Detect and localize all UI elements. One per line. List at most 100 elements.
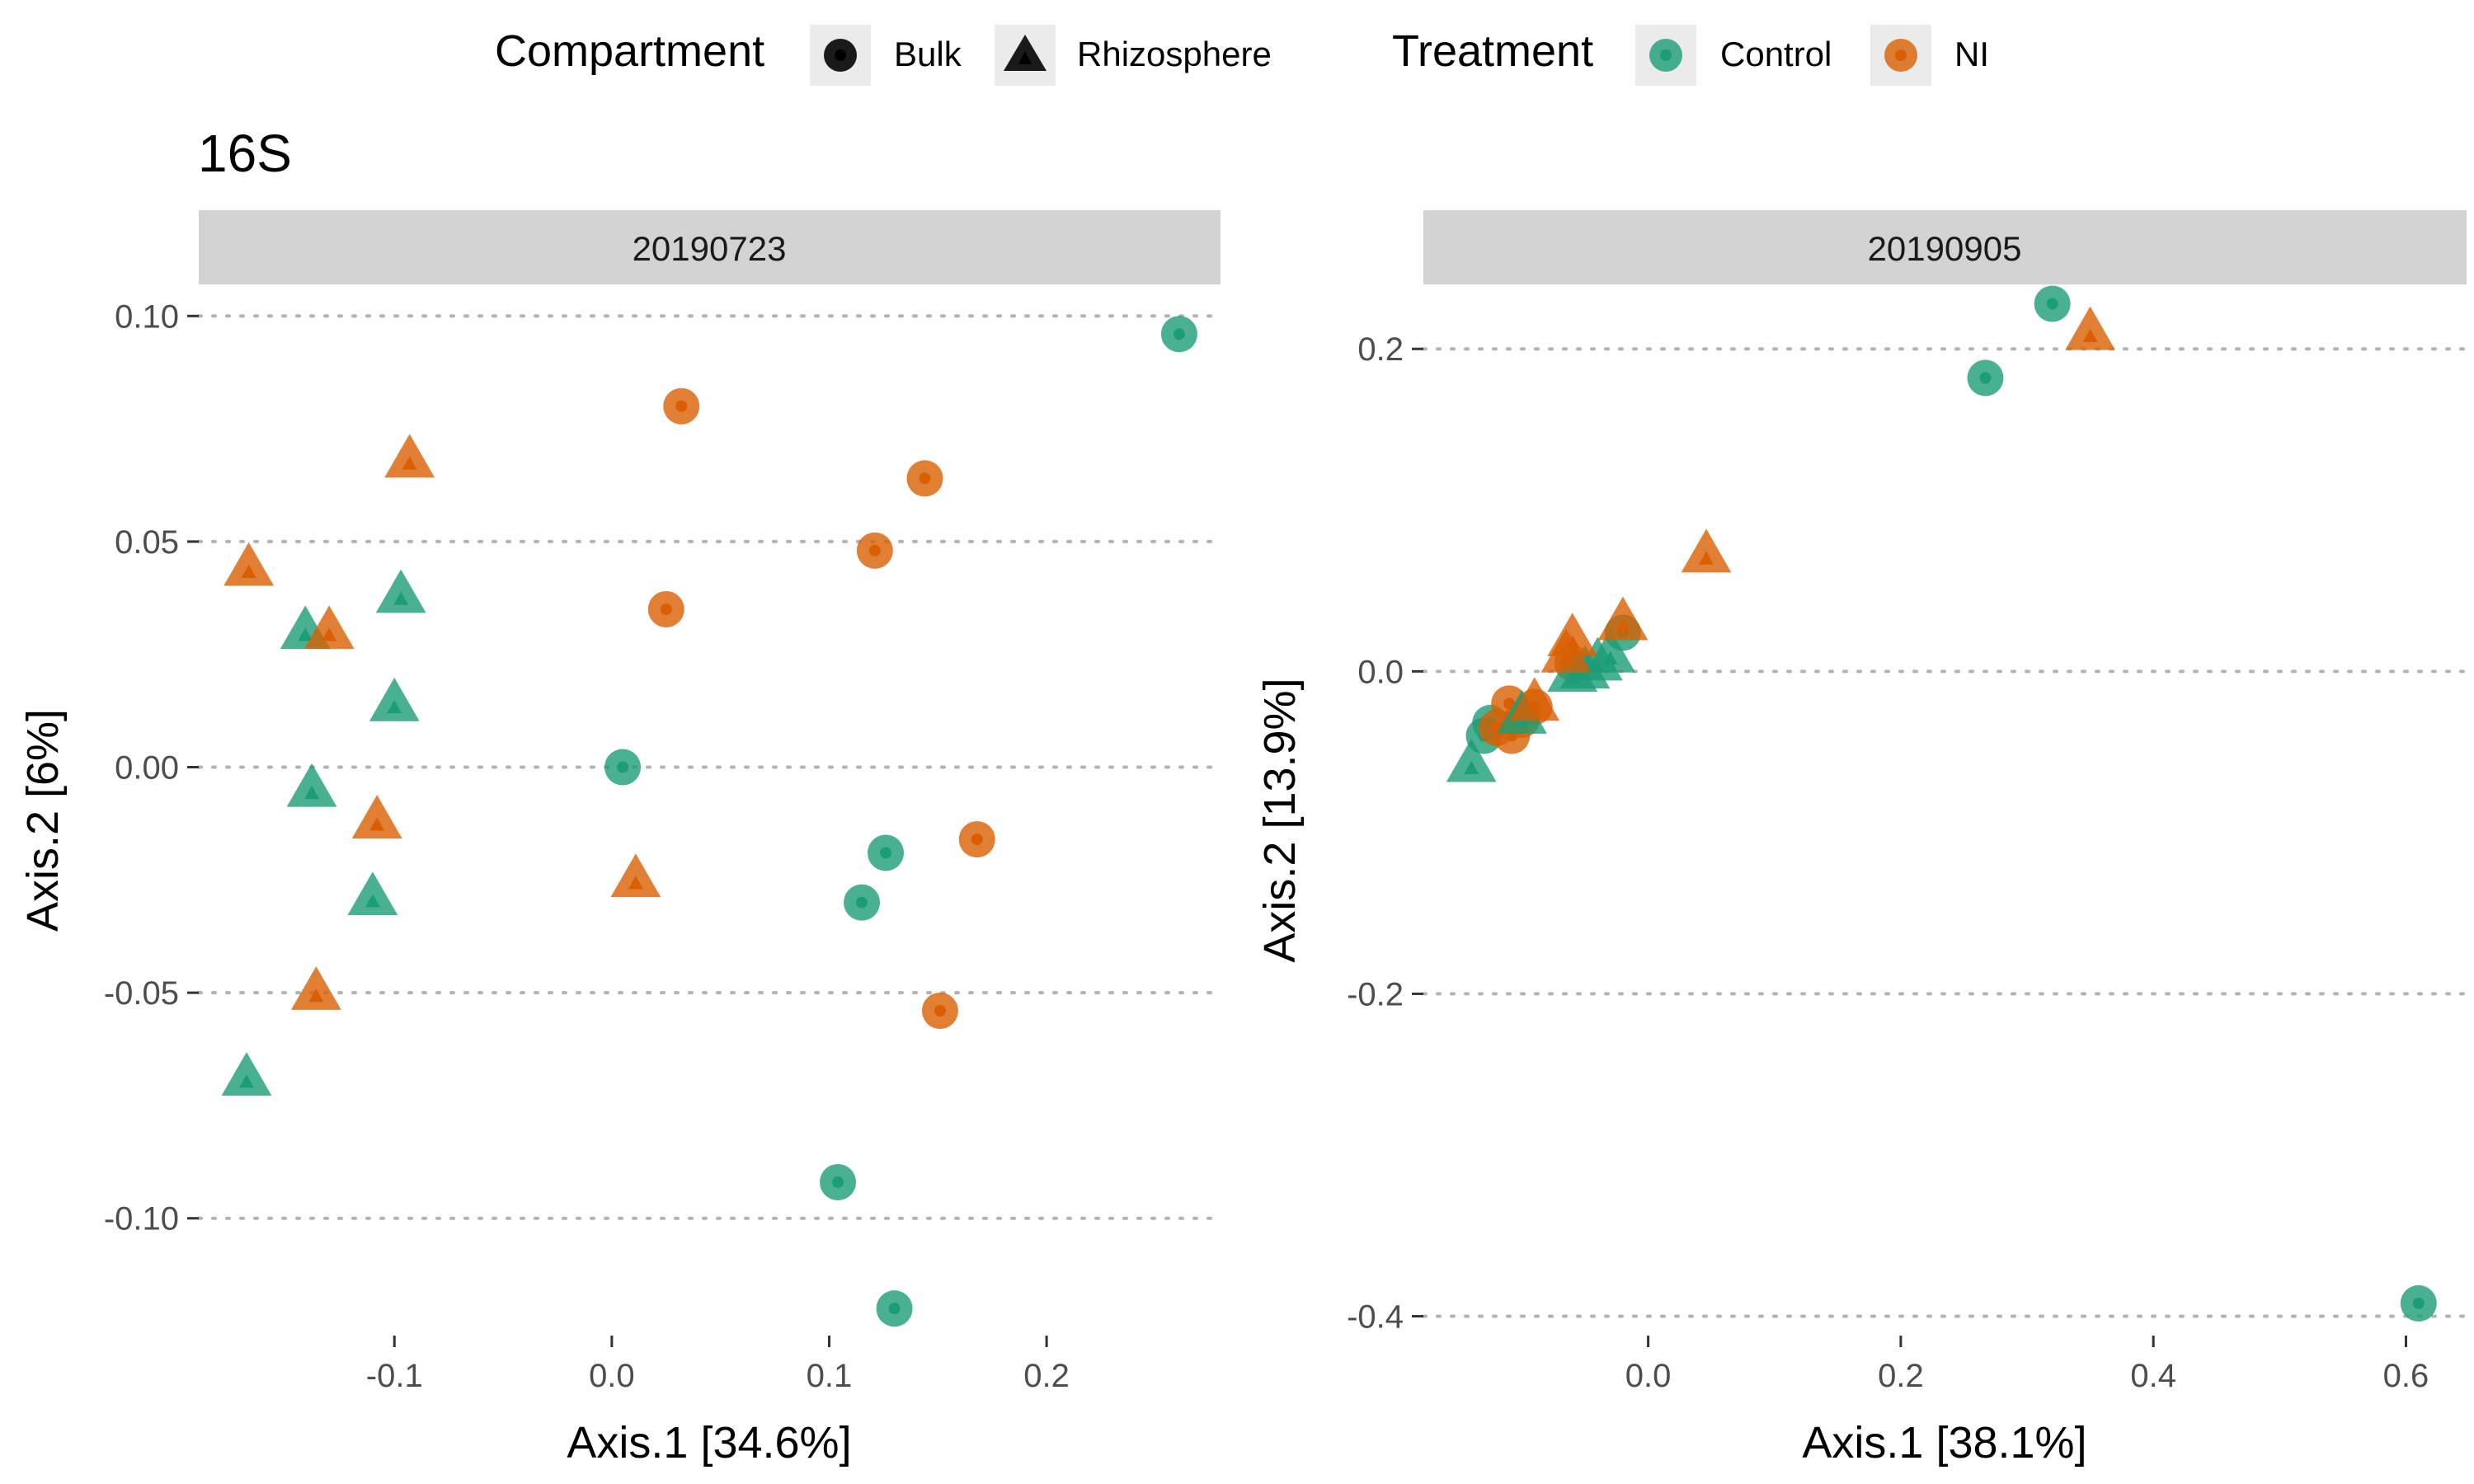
data-point: [351, 795, 402, 838]
data-point: [369, 677, 420, 721]
y-tick-label: 0.10: [115, 298, 179, 335]
y-tick-label: -0.2: [1347, 976, 1404, 1012]
data-point: [647, 590, 684, 627]
data-point: [876, 1290, 913, 1327]
data-point-center: [365, 894, 380, 908]
data-point: [1967, 359, 2004, 397]
data-point: [290, 966, 341, 1010]
data-point: [844, 884, 881, 921]
legend-compartment-title: Compartment: [495, 26, 764, 76]
data-point: [663, 387, 700, 425]
data-point-center: [238, 1074, 254, 1088]
data-point: [286, 763, 337, 807]
data-point: [2034, 285, 2071, 322]
data-point: [1681, 528, 1732, 573]
legend-bulk-label: Bulk: [894, 35, 962, 73]
data-point-center: [868, 544, 881, 556]
facet-strip-label: 20190723: [633, 229, 787, 268]
data-point-center: [298, 627, 313, 641]
data-point-center: [1699, 551, 1714, 565]
y-axis-label: Axis.2 [6%]: [18, 709, 68, 932]
legend: Compartment Bulk Rhizosphere Treatment C…: [495, 25, 1989, 86]
data-point-center: [304, 785, 320, 800]
x-tick-label: 0.0: [1625, 1358, 1672, 1394]
data-point-marker: [1509, 677, 1560, 721]
y-tick-label: 0.05: [115, 524, 179, 561]
data-point: [303, 605, 355, 650]
legend-bulk-key-center: [835, 49, 846, 61]
data-point: [1446, 738, 1497, 782]
data-point: [1160, 316, 1197, 353]
data-point-center: [1615, 618, 1630, 632]
data-point-center: [675, 400, 688, 412]
data-point-marker: [375, 569, 426, 613]
x-axis-label: Axis.1 [34.6%]: [567, 1418, 851, 1468]
data-point: [868, 834, 905, 871]
data-point-center: [971, 834, 983, 846]
data-point-center: [308, 989, 324, 1003]
y-tick-label: 0.0: [1357, 654, 1404, 690]
data-point-marker: [347, 871, 398, 916]
data-point: [1597, 596, 1649, 641]
facet-strip: [199, 210, 1221, 284]
data-point-center: [387, 699, 402, 714]
data-point-center: [369, 817, 385, 831]
data-point: [906, 460, 943, 497]
facet-strip-label: 20190905: [1868, 229, 2022, 268]
x-tick-label: 0.2: [1023, 1358, 1070, 1394]
data-point-center: [617, 761, 629, 773]
data-point-marker: [290, 966, 341, 1010]
x-tick-label: 0.1: [807, 1358, 853, 1394]
x-tick-label: 0.2: [1878, 1358, 1924, 1394]
facet-panel-20190905: 20190905 -0.4 -0.2 0.0 0.2 0.0 0.2 0.4 0.6 Axi…: [1255, 210, 2468, 1468]
data-point-center: [2082, 328, 2098, 342]
x-tick-label: 0.0: [589, 1358, 635, 1394]
legend-control-key-center: [1660, 49, 1672, 61]
data-point-center: [934, 1005, 946, 1017]
data-point-center: [2412, 1297, 2425, 1309]
data-point: [958, 821, 995, 858]
data-point: [384, 434, 435, 478]
data-point: [2400, 1284, 2437, 1322]
data-point: [856, 532, 893, 569]
data-point-center: [1979, 372, 1992, 384]
data-point-marker: [1681, 528, 1732, 573]
legend-treatment-title: Treatment: [1392, 26, 1593, 76]
data-point: [610, 853, 661, 898]
data-point-marker: [2065, 306, 2116, 350]
data-point-marker: [221, 1052, 272, 1096]
data-point-center: [402, 456, 417, 470]
x-tick-label: -0.1: [366, 1358, 423, 1394]
facet-strip: [1423, 210, 2467, 284]
data-point-center: [2046, 298, 2058, 310]
y-tick-label: 0.2: [1357, 331, 1404, 368]
data-point: [921, 993, 958, 1030]
data-point-center: [1559, 650, 1574, 665]
plot-title: 16S: [198, 124, 292, 183]
data-point-center: [1464, 760, 1479, 774]
data-point: [1540, 628, 1592, 673]
legend-rhizosphere-label: Rhizosphere: [1077, 35, 1272, 73]
data-point-center: [241, 564, 256, 578]
data-point-marker: [351, 795, 402, 838]
data-point-marker: [303, 605, 355, 650]
data-point-marker: [369, 677, 420, 721]
data-point-marker: [610, 853, 661, 898]
y-axis-label: Axis.2 [13.9%]: [1255, 678, 1305, 962]
data-point-marker: [223, 542, 275, 586]
data-point-marker: [1446, 738, 1497, 782]
data-point-center: [880, 847, 892, 859]
data-point-center: [660, 603, 672, 615]
data-point-center: [1173, 328, 1185, 340]
legend-control-label: Control: [1720, 35, 1832, 73]
data-point-center: [322, 627, 337, 641]
data-point: [221, 1052, 272, 1096]
y-tick-label: -0.4: [1347, 1299, 1404, 1336]
data-point-center: [1526, 699, 1542, 713]
facet-panel-20190723: 20190723 -0.10 -0.05 0.00 0.05 0.10 -0.1 0.0 0…: [18, 210, 1222, 1468]
data-point-center: [628, 876, 643, 890]
data-point-center: [393, 591, 409, 605]
x-tick-label: 0.6: [2383, 1358, 2429, 1394]
legend-rhizosphere-key-center: [1018, 51, 1032, 64]
